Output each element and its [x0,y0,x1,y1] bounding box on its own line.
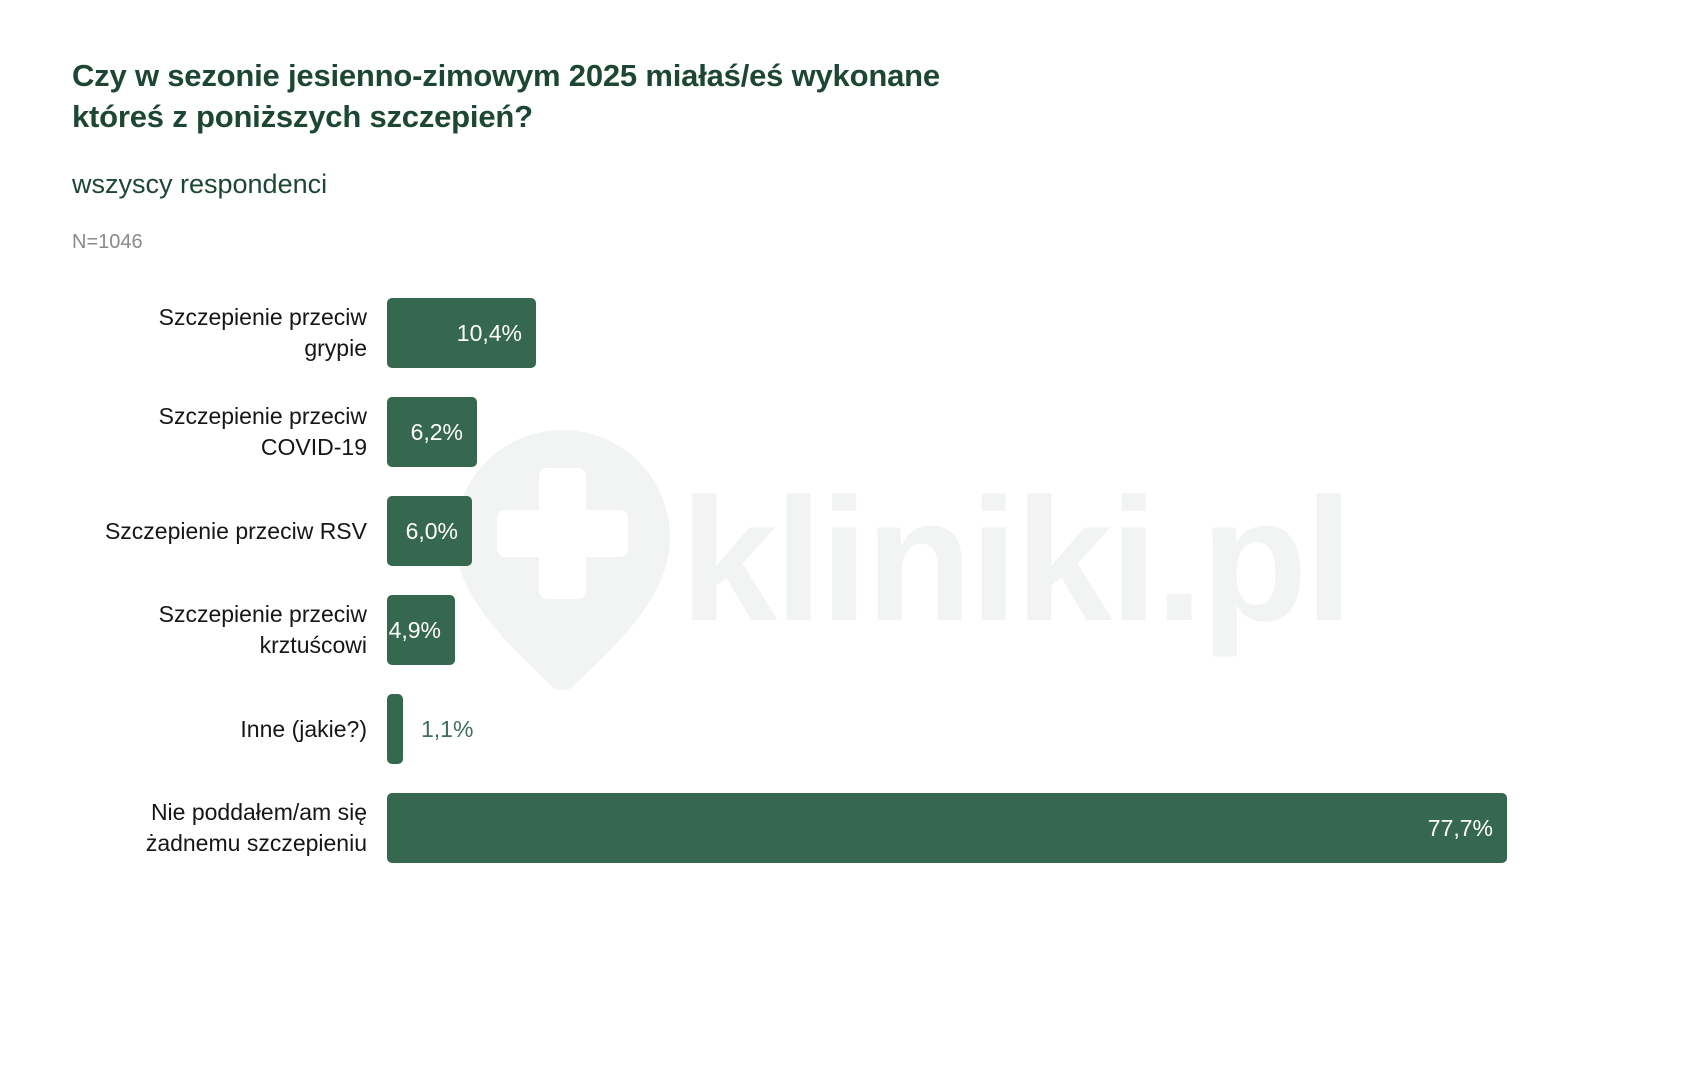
bar-track: 77,7% [387,793,1694,863]
bar-track: 4,9% [387,595,1694,665]
bar-segment[interactable] [387,694,403,764]
page-title: Czy w sezonie jesienno-zimowym 2025 miał… [72,58,940,134]
bar-segment[interactable]: 6,0% [387,496,472,566]
chart-header: Czy w sezonie jesienno-zimowym 2025 miał… [72,56,1032,254]
bar-track: 10,4% [387,298,1694,368]
bar-row: Szczepienie przeciw grypie 10,4% [0,298,1694,368]
bar-value-label: 1,1% [421,715,474,742]
bar-row: Nie poddałem/am się żadnemu szczepieniu … [0,793,1694,863]
bar-value-label: 6,0% [405,517,458,544]
bar-row: Szczepienie przeciw RSV 6,0% [0,496,1694,566]
bar-row: Inne (jakie?) 1,1% [0,694,1694,764]
bar-value-label: 10,4% [456,319,522,346]
bar-row: Szczepienie przeciw krztuścowi 4,9% [0,595,1694,665]
bar-value-label: 6,2% [410,418,463,445]
bar-track: 6,2% [387,397,1694,467]
bar-category-label: Szczepienie przeciw grypie [158,304,367,361]
bar-value-label: 77,7% [1427,814,1493,841]
bar-category-label: Szczepienie przeciw RSV [104,517,367,544]
bar-segment[interactable]: 77,7% [387,793,1507,863]
bar-segment[interactable]: 4,9% [387,595,455,665]
bar-chart: Szczepienie przeciw grypie 10,4% Szczepi… [0,298,1694,863]
bar-value-label: 4,9% [388,616,441,643]
bar-category-label: Szczepienie przeciw krztuścowi [158,601,367,658]
bar-category-label: Inne (jakie?) [240,715,367,742]
sample-size-label: N=1046 [72,231,143,254]
bar-track: 1,1% [387,694,1694,764]
bar-category-label: Szczepienie przeciw COVID-19 [158,403,367,460]
bar-segment[interactable]: 10,4% [387,298,536,368]
bar-track: 6,0% [387,496,1694,566]
chart-subtitle: wszyscy respondenci [72,168,328,199]
bar-segment[interactable]: 6,2% [387,397,477,467]
bar-category-label: Nie poddałem/am się żadnemu szczepieniu [145,799,367,856]
bar-row: Szczepienie przeciw COVID-19 6,2% [0,397,1694,467]
